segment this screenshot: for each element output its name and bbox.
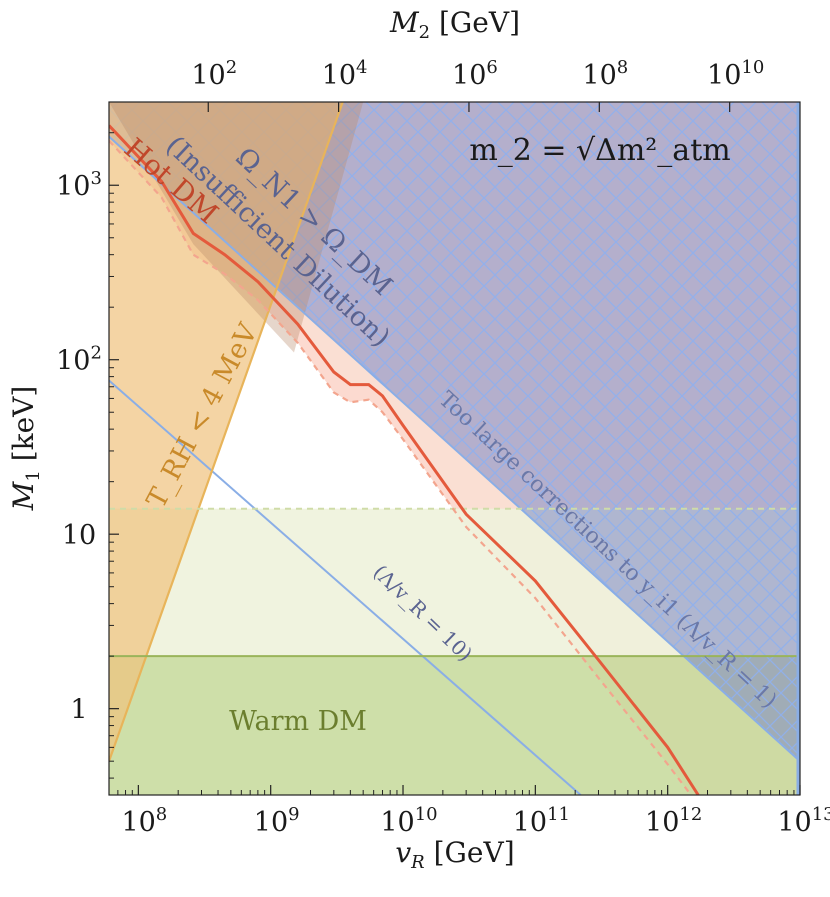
trh-line xyxy=(109,102,344,762)
x2-tick-label-1: 104 xyxy=(322,57,368,91)
x2-tick-label-3: 108 xyxy=(582,57,628,91)
x-tick-label-5: 1013 xyxy=(777,804,830,838)
axis-ticks: 108 109 1010 1011 1012 1013 102 104 106 108 1010 1 1… xyxy=(56,57,830,838)
y-tick-label-2: 102 xyxy=(56,343,102,377)
warm-dm-region xyxy=(109,656,800,795)
x-tick-label-0: 108 xyxy=(121,804,167,838)
m2-label: m_2 = √Δm²_atm xyxy=(469,133,730,168)
x-axis-title: vR [GeV] xyxy=(395,836,514,873)
warm-dm-label: Warm DM xyxy=(229,706,367,737)
x2-tick-label-4: 1010 xyxy=(707,57,764,91)
plot-curves xyxy=(109,102,800,795)
x-tick-label-4: 1012 xyxy=(645,804,702,838)
x-tick-label-1: 109 xyxy=(254,804,300,838)
hot-dm-curve xyxy=(109,124,700,795)
omega-region xyxy=(109,102,364,353)
x2-tick-label-2: 106 xyxy=(452,57,498,91)
lambda-10-line xyxy=(109,379,582,795)
y-tick-label-3: 103 xyxy=(56,168,102,202)
y-axis-title: M1 [keV] xyxy=(7,386,44,512)
y-tick-label-1: 10 xyxy=(62,520,96,551)
y-tick-label-0: 1 xyxy=(70,695,87,726)
x2-axis-title: M2 [GeV] xyxy=(389,6,520,43)
x-tick-label-2: 1010 xyxy=(380,804,437,838)
plot-frame xyxy=(108,101,801,796)
trh-region xyxy=(109,102,343,795)
x2-tick-label-0: 102 xyxy=(191,57,237,91)
x-tick-label-3: 1011 xyxy=(513,804,570,838)
